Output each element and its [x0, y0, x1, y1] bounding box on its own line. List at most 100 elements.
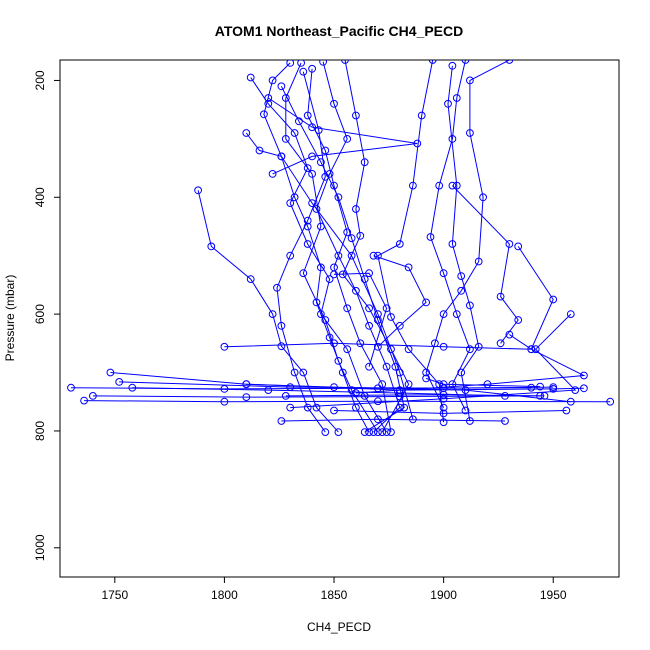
- x-axis: 1750 1800 1850 1900 1950: [101, 577, 567, 602]
- plot-frame: [59, 59, 620, 578]
- data-point: [330, 406, 338, 415]
- data-point: [360, 275, 369, 284]
- data-point: [439, 390, 448, 399]
- data-point: [391, 362, 400, 371]
- profile-line-18: [452, 185, 519, 344]
- data-point: [321, 316, 330, 324]
- profile-line-9: [447, 65, 480, 422]
- data-point: [260, 110, 268, 119]
- y-tick-label: 600: [33, 304, 47, 324]
- data-point: [461, 386, 470, 395]
- data-point: [89, 392, 97, 400]
- data-point: [268, 310, 277, 319]
- data-point: [334, 428, 343, 437]
- data-point: [457, 368, 466, 377]
- profile-line-22: [92, 395, 541, 398]
- data-point: [580, 371, 588, 380]
- data-point: [360, 158, 369, 167]
- data-point: [264, 94, 273, 102]
- data-point: [549, 295, 558, 304]
- data-point: [264, 386, 273, 395]
- data-point: [404, 263, 413, 272]
- data-point: [435, 181, 444, 190]
- data-point: [303, 216, 312, 225]
- data-point: [571, 386, 580, 395]
- data-point: [369, 251, 378, 260]
- data-point: [580, 384, 588, 393]
- data-point: [330, 339, 338, 348]
- data-point: [374, 342, 382, 351]
- data-point: [382, 362, 391, 371]
- chart-title: ATOM1 Northeast_Pacific CH4_PECD: [215, 23, 463, 39]
- data-point: [334, 357, 343, 365]
- data-point: [308, 152, 317, 161]
- data-point: [387, 428, 395, 437]
- data-point: [207, 242, 216, 251]
- series-group: [67, 60, 615, 437]
- data-point: [343, 345, 352, 354]
- data-point: [308, 170, 317, 178]
- data-point: [290, 368, 299, 377]
- data-point: [220, 397, 229, 406]
- data-point: [308, 64, 317, 73]
- data-point: [382, 428, 391, 437]
- data-point: [360, 428, 369, 437]
- x-tick-label: 1850: [321, 588, 348, 602]
- data-point: [277, 321, 286, 330]
- data-point: [466, 76, 474, 85]
- data-point: [356, 339, 365, 348]
- profile-line-11: [425, 60, 510, 408]
- data-point: [330, 383, 338, 392]
- y-tick-label: 400: [33, 187, 47, 207]
- data-point: [448, 240, 457, 248]
- data-point: [422, 368, 431, 377]
- data-point: [365, 269, 374, 278]
- data-point: [286, 60, 295, 67]
- data-point: [299, 269, 308, 278]
- profile-line-31: [246, 383, 571, 403]
- data-point: [246, 275, 255, 284]
- data-point: [277, 152, 286, 161]
- data-point: [369, 428, 378, 437]
- data-point: [343, 135, 352, 143]
- profile-line-19: [373, 255, 427, 348]
- data-point: [395, 240, 404, 248]
- data-point: [461, 406, 470, 415]
- data-point: [514, 242, 523, 251]
- data-point: [80, 396, 88, 405]
- data-point: [409, 181, 417, 190]
- x-tick-label: 1800: [211, 588, 238, 602]
- data-point: [281, 135, 290, 143]
- data-point: [505, 60, 514, 64]
- data-point: [106, 368, 115, 377]
- data-point: [562, 406, 571, 415]
- data-point: [439, 380, 448, 389]
- data-point: [452, 94, 461, 102]
- data-point: [321, 428, 330, 437]
- profile-line-14: [355, 246, 586, 394]
- data-point: [297, 60, 305, 67]
- profile-line-23: [84, 400, 611, 403]
- profile-line-1: [285, 62, 379, 433]
- x-tick-label: 1750: [101, 588, 128, 602]
- data-point: [290, 129, 299, 137]
- data-point: [417, 111, 426, 120]
- profile-line-30: [425, 377, 541, 388]
- data-point: [299, 67, 308, 76]
- y-axis-label: Pressure (mbar): [3, 275, 17, 362]
- data-point: [439, 310, 448, 319]
- profile-line-4: [315, 61, 401, 433]
- data-point: [277, 342, 286, 351]
- data-point: [428, 60, 437, 64]
- data-point: [382, 304, 391, 313]
- data-point: [314, 126, 323, 135]
- data-point: [514, 316, 523, 324]
- profile-line-17: [268, 97, 418, 175]
- data-point: [312, 403, 321, 412]
- data-point: [352, 111, 360, 120]
- plot-area: [67, 60, 615, 437]
- data-point: [343, 228, 352, 237]
- data-point: [303, 240, 312, 248]
- data-point: [242, 393, 251, 402]
- data-point: [277, 82, 286, 91]
